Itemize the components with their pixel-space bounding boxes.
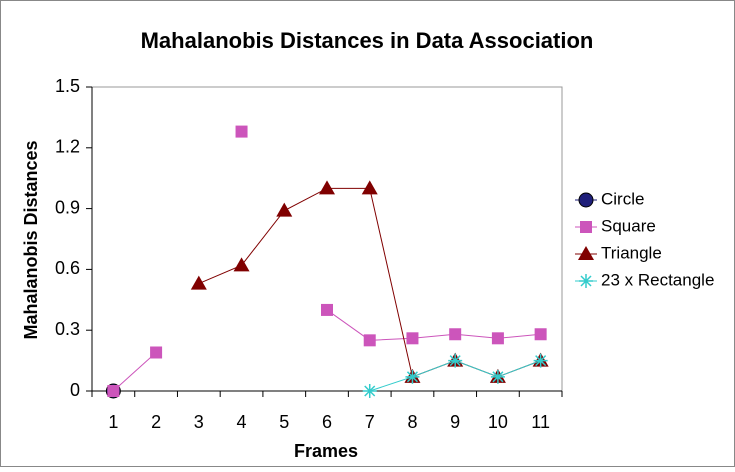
marker [276,202,293,217]
marker [235,125,248,138]
marker [579,274,593,288]
x-tick-label: 9 [450,412,460,432]
legend-item: Square [575,216,656,235]
y-axis-label: Mahalanobis Distances [21,140,41,339]
x-tick-label: 6 [322,412,332,432]
y-tick-label: 0.9 [55,197,80,217]
marker [321,303,333,316]
marker [578,246,594,260]
y-tick-label: 0 [70,380,80,400]
marker [580,221,592,233]
series-line [113,309,541,392]
marker [319,180,335,195]
marker [533,353,548,368]
marker [361,180,378,195]
marker [490,369,505,384]
x-tick-label: 1 [108,412,118,432]
x-tick-label: 8 [407,412,417,432]
marker [491,332,504,345]
marker [190,275,207,290]
legend-label: Triangle [601,243,662,262]
marker [448,353,463,368]
legend-item: Triangle [575,243,662,262]
x-tick-label: 11 [531,412,550,432]
legend-label: Square [601,216,656,235]
chart-title: Mahalanobis Distances in Data Associatio… [141,28,594,53]
marker [363,334,376,347]
legend-label: 23 x Rectangle [601,270,714,289]
x-tick-label: 10 [488,412,508,432]
x-tick-label: 7 [365,412,375,432]
x-tick-label: 4 [237,412,247,432]
marker [578,192,594,208]
y-tick-label: 1.2 [55,137,80,157]
marker [107,385,120,397]
x-tick-label: 5 [279,412,289,432]
x-tick-label: 3 [194,412,204,432]
legend-label: Circle [601,189,644,208]
marker [233,257,250,272]
y-tick-label: 0.3 [55,319,80,339]
legend-item: 23 x Rectangle [575,270,714,289]
marker [150,346,163,359]
marker [534,328,547,341]
marker [449,328,462,341]
marker [405,369,420,384]
y-tick-label: 0.6 [55,258,80,278]
legend-item: Circle [575,189,644,208]
x-axis-label: Frames [294,441,358,461]
x-tick-label: 2 [151,412,161,432]
marker [362,384,377,398]
marker [406,332,419,345]
y-tick-label: 1.5 [55,76,80,96]
